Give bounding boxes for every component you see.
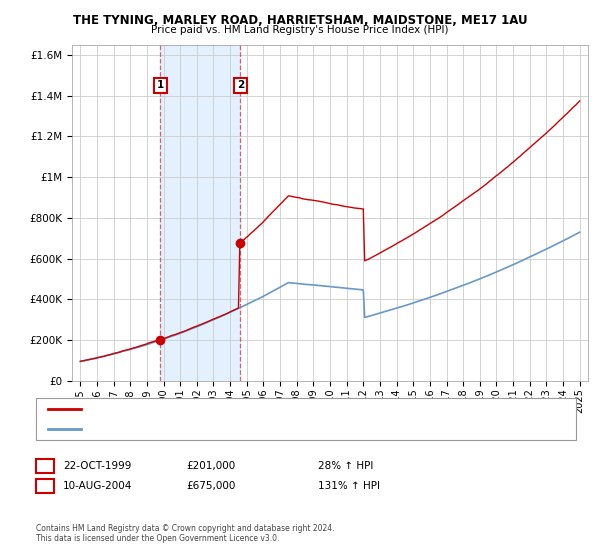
Bar (160, 45, 240, 381)
Text: This data is licensed under the Open Government Licence v3.0.: This data is licensed under the Open Gov… (36, 534, 280, 543)
Text: HPI: Average price, detached house, Maidstone: HPI: Average price, detached house, Maid… (87, 424, 301, 433)
Text: Contains HM Land Registry data © Crown copyright and database right 2024.: Contains HM Land Registry data © Crown c… (36, 524, 335, 533)
Text: 22-OCT-1999: 22-OCT-1999 (63, 461, 131, 471)
Text: £201,000: £201,000 (186, 461, 235, 471)
Text: 1: 1 (41, 461, 49, 471)
Text: 2: 2 (41, 480, 49, 491)
Text: £675,000: £675,000 (186, 480, 235, 491)
Text: 1: 1 (157, 80, 164, 90)
Text: THE TYNING, MARLEY ROAD, HARRIETSHAM, MAIDSTONE, ME17 1AU (detached house): THE TYNING, MARLEY ROAD, HARRIETSHAM, MA… (87, 405, 477, 414)
Text: Price paid vs. HM Land Registry's House Price Index (HPI): Price paid vs. HM Land Registry's House … (151, 25, 449, 35)
Text: THE TYNING, MARLEY ROAD, HARRIETSHAM, MAIDSTONE, ME17 1AU: THE TYNING, MARLEY ROAD, HARRIETSHAM, MA… (73, 14, 527, 27)
Text: 10-AUG-2004: 10-AUG-2004 (63, 480, 133, 491)
Text: 28% ↑ HPI: 28% ↑ HPI (318, 461, 373, 471)
Text: 2: 2 (236, 80, 244, 90)
Text: 131% ↑ HPI: 131% ↑ HPI (318, 480, 380, 491)
